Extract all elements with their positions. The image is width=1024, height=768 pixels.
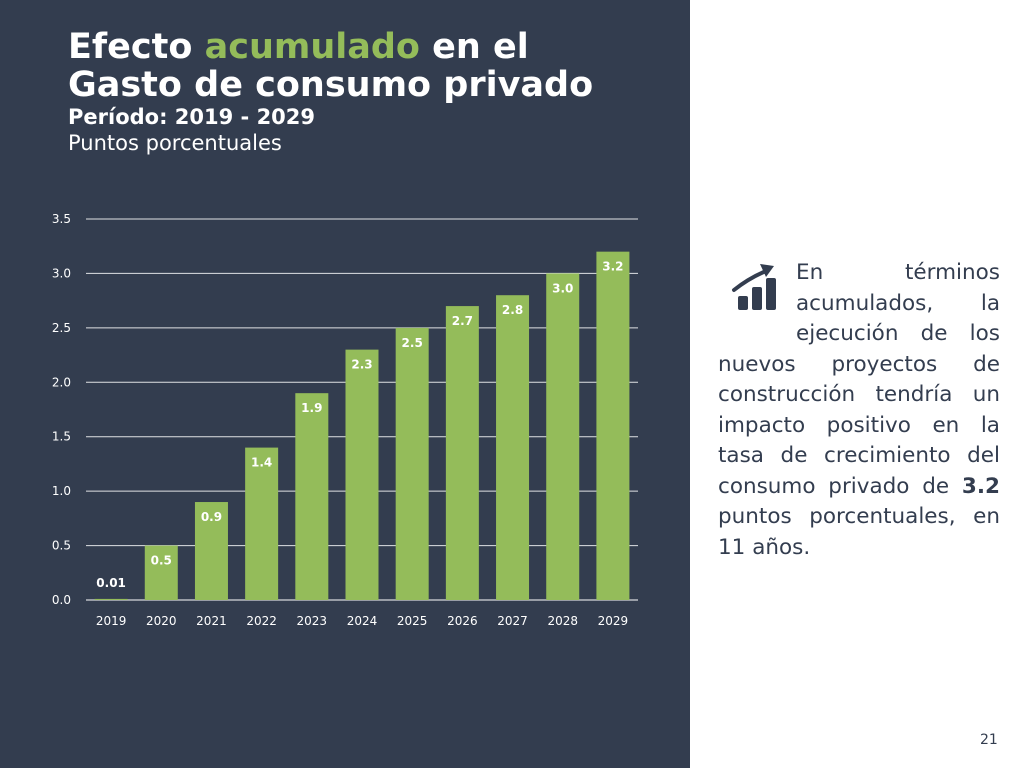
x-tick-label: 2025 xyxy=(397,614,428,628)
y-tick-label: 0.5 xyxy=(52,539,71,553)
summary-part2: puntos porcentuales, en 11 años. xyxy=(718,504,1000,560)
data-label: 1.4 xyxy=(251,456,272,470)
data-label: 0.9 xyxy=(201,510,222,524)
y-tick-label: 0.0 xyxy=(52,593,71,607)
bar xyxy=(94,598,128,600)
bar xyxy=(445,306,479,600)
y-tick-label: 3.0 xyxy=(52,266,71,280)
x-tick-label: 2023 xyxy=(297,614,328,628)
title-part1: Efecto xyxy=(68,27,205,67)
period-subtitle: Período: 2019 - 2029 xyxy=(68,105,316,129)
data-label: 2.8 xyxy=(502,303,523,317)
title-accent: acumulado xyxy=(204,27,420,67)
x-tick-label: 2019 xyxy=(96,614,127,628)
x-tick-label: 2020 xyxy=(146,614,177,628)
data-label: 1.9 xyxy=(301,401,322,415)
bar xyxy=(295,393,329,600)
y-tick-label: 1.5 xyxy=(52,430,71,444)
bar xyxy=(596,251,630,600)
summary-part1: En términos acumulados, la ejecución de … xyxy=(718,260,1000,499)
x-tick-label: 2028 xyxy=(547,614,578,628)
y-tick-label: 3.5 xyxy=(52,212,71,226)
x-tick-label: 2029 xyxy=(598,614,629,628)
y-tick-label: 2.5 xyxy=(52,321,71,335)
x-tick-label: 2027 xyxy=(497,614,528,628)
data-label: 2.7 xyxy=(452,314,473,328)
y-tick-label: 1.0 xyxy=(52,484,71,498)
data-label: 0.5 xyxy=(151,554,172,568)
summary-highlight: 3.2 xyxy=(961,473,1000,499)
data-label: 2.5 xyxy=(402,336,423,350)
page-number: 21 xyxy=(980,732,998,748)
bar xyxy=(345,349,379,600)
slide-title: Efecto acumulado en el Gasto de consumo p… xyxy=(68,28,593,104)
data-label: 3.0 xyxy=(552,281,573,295)
bar xyxy=(496,295,530,600)
bar xyxy=(546,273,580,600)
title-part2: en el xyxy=(419,27,529,67)
x-tick-label: 2024 xyxy=(347,614,378,628)
title-line2: Gasto de consumo privado xyxy=(68,65,594,105)
x-tick-label: 2022 xyxy=(246,614,277,628)
bar xyxy=(194,502,228,600)
data-label: 0.01 xyxy=(96,576,126,590)
bar-chart: 0.0 0.5 1.0 1.5 2.0 2.5 3.0 3.5 0.01 2019 0.5 2020 0… xyxy=(52,212,638,628)
data-label: 2.3 xyxy=(351,358,372,372)
summary-text: En términos acumulados, la ejecución de … xyxy=(718,258,1000,563)
bar xyxy=(395,327,429,600)
data-label: 3.2 xyxy=(602,260,623,274)
x-tick-label: 2021 xyxy=(196,614,227,628)
chart-panel: Efecto acumulado en el Gasto de consumo p… xyxy=(0,0,690,768)
growth-chart-icon xyxy=(732,264,776,310)
bar xyxy=(144,545,178,600)
bar xyxy=(245,447,279,600)
units-subtitle: Puntos porcentuales xyxy=(68,131,282,155)
y-tick-label: 2.0 xyxy=(52,375,71,389)
x-tick-label: 2026 xyxy=(447,614,478,628)
